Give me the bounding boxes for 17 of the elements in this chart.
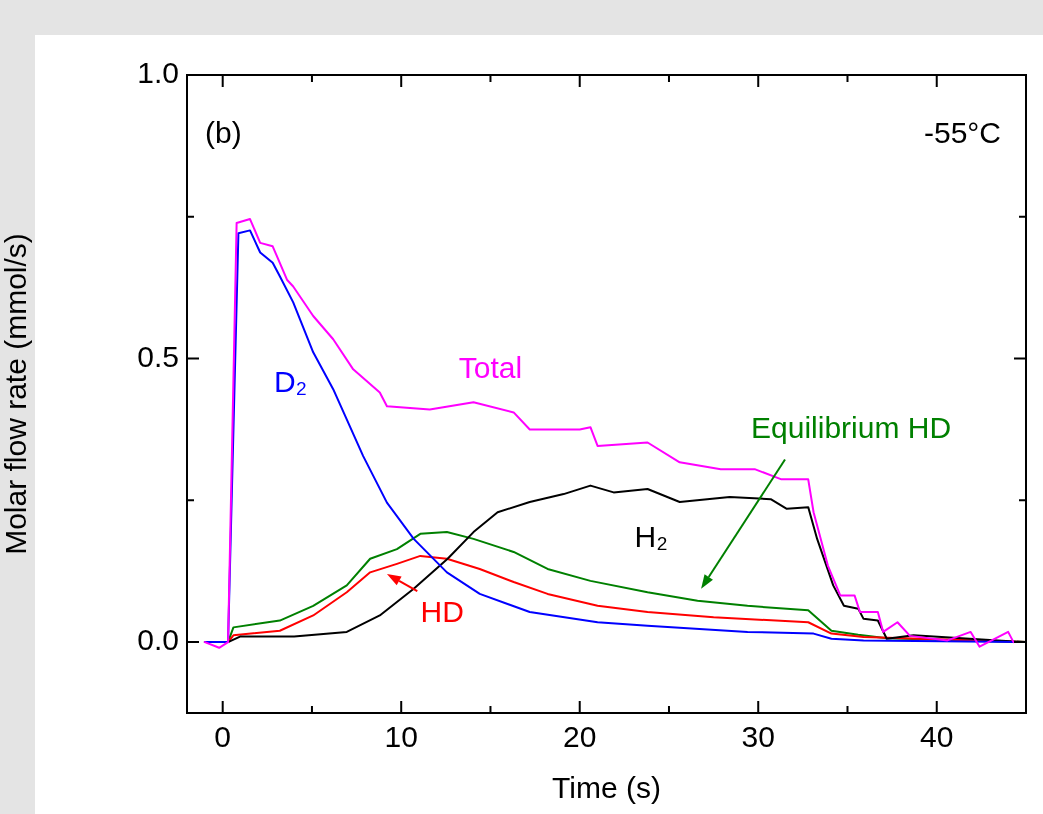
series-label: Total <box>458 350 523 384</box>
x-tick-label: 20 <box>563 720 597 754</box>
series-label: D₂ <box>273 365 308 399</box>
x-tick-label: 10 <box>384 720 418 754</box>
y-axis-title: Molar flow rate (mmol/s) <box>0 233 33 555</box>
annotation: (b) <box>205 116 242 150</box>
x-tick-label: 0 <box>214 720 232 754</box>
x-tick-label: 40 <box>920 720 954 754</box>
y-tick-label: 0.5 <box>137 339 179 373</box>
legend-label: HD <box>420 595 464 629</box>
y-tick-label: 0.0 <box>137 623 179 657</box>
series-label: H₂ <box>634 520 668 554</box>
x-tick-label: 30 <box>741 720 775 754</box>
y-tick-label: 1.0 <box>137 56 179 90</box>
x-axis-title: Time (s) <box>552 771 661 805</box>
text: Equilibrium HD <box>751 410 952 444</box>
annotation: -55°C <box>923 116 1001 150</box>
